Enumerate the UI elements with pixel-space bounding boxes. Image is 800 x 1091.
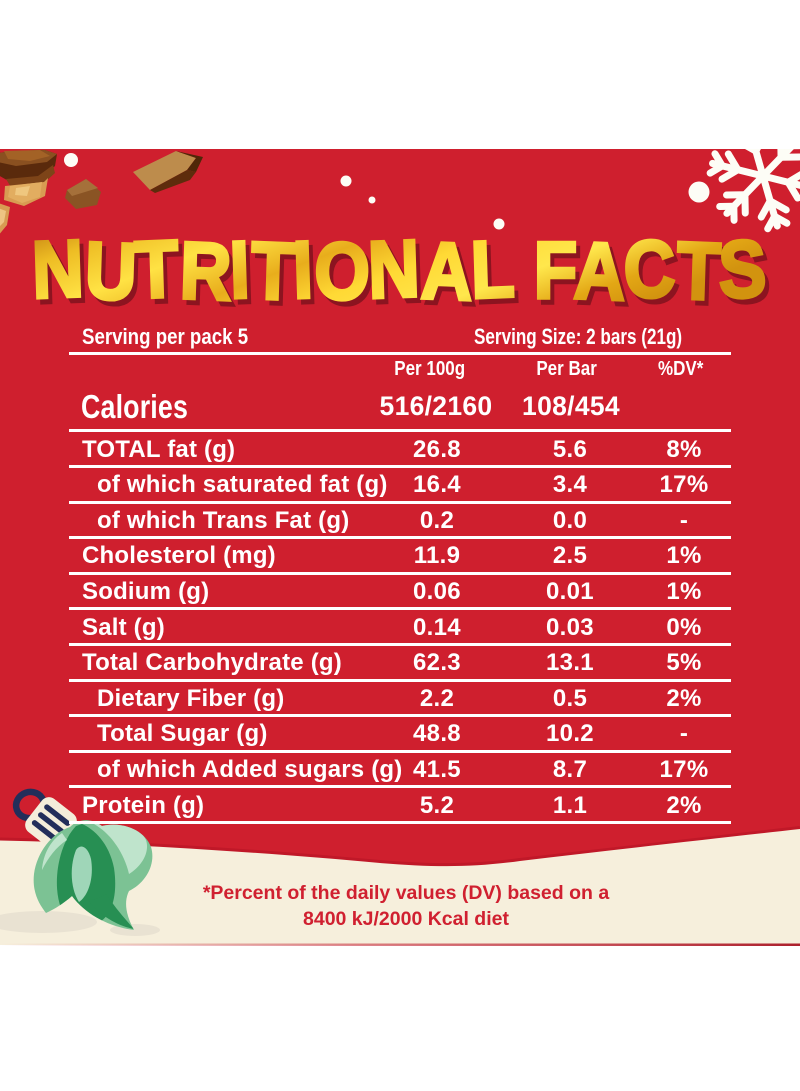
svg-text:NUTRITIONAL FACTS: NUTRITIONAL FACTS [34, 229, 771, 323]
svg-text:NUTRITIONAL FACTS: NUTRITIONAL FACTS [30, 224, 767, 318]
